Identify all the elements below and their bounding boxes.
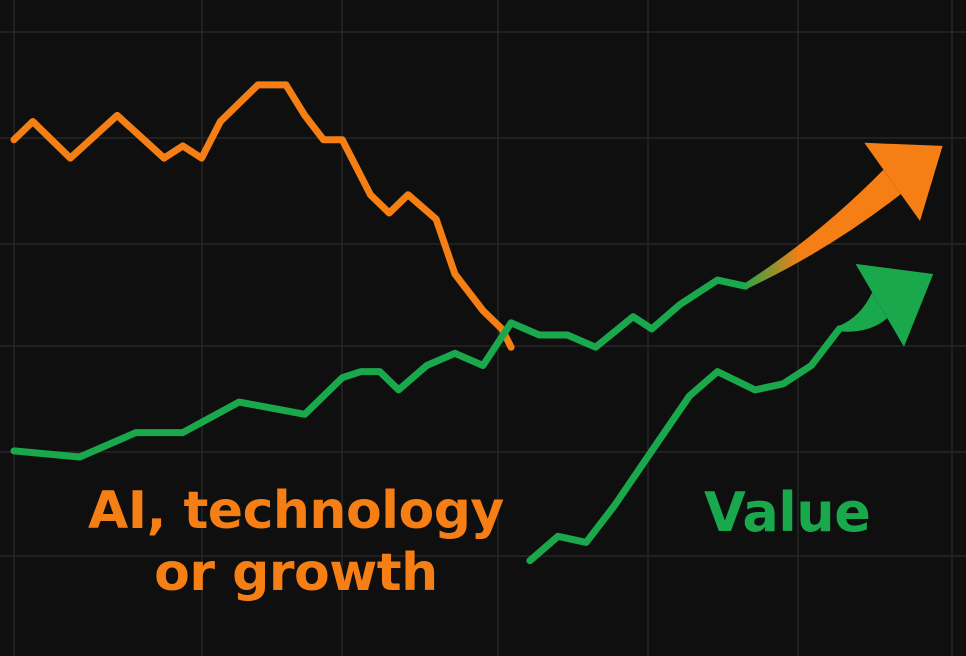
series-line-0 — [10, 81, 515, 351]
arrow-head-1 — [855, 263, 934, 347]
growth-label-line-1: AI, technology — [88, 481, 504, 541]
series-lines — [10, 81, 843, 565]
arrow-head-0 — [864, 142, 943, 221]
trend-arrows — [743, 142, 943, 347]
growth-series-label: AI, technology or growth — [88, 480, 504, 604]
series-line-2 — [526, 325, 843, 565]
series-line-1 — [10, 276, 750, 461]
value-series-label: Value — [704, 481, 871, 544]
arrow-shaft-1 — [837, 292, 888, 332]
growth-label-line-2: or growth — [154, 543, 438, 603]
arrow-shaft-0 — [743, 169, 901, 289]
